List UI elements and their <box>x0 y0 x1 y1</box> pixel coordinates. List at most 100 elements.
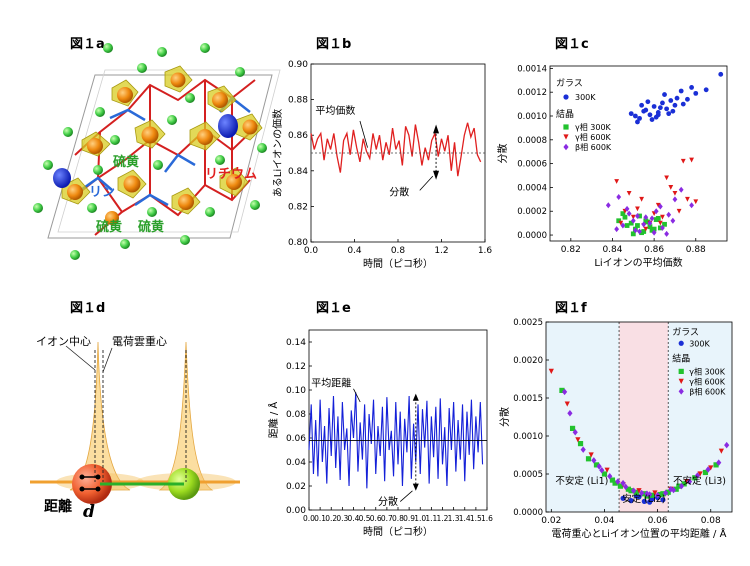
y-axis-label: 距離 / Å <box>267 402 280 439</box>
data-point <box>601 471 608 477</box>
x-tick-label: 0.0 <box>304 246 319 256</box>
data-point <box>657 105 663 111</box>
annotation-variance: 分散 <box>378 495 398 508</box>
data-point <box>693 199 699 205</box>
data-point <box>572 428 578 436</box>
data-point <box>676 483 682 489</box>
data-point <box>689 202 694 209</box>
region-band <box>668 322 732 512</box>
data-point <box>705 466 711 473</box>
data-point <box>693 90 699 96</box>
data-point <box>591 457 597 464</box>
data-point <box>649 492 655 498</box>
y-axis-label: 分散 <box>496 144 509 164</box>
variance-arrow-up <box>412 393 419 401</box>
x-tick-label: 0.7 <box>381 514 393 523</box>
data-point <box>605 202 611 209</box>
y-tick-label: 0.0005 <box>513 470 543 480</box>
region-label: 安定 (Li2) <box>622 493 665 505</box>
data-point <box>647 220 653 227</box>
data-point <box>620 211 626 217</box>
data-point <box>692 475 698 481</box>
data-point <box>580 446 586 453</box>
x-tick-label: 0.82 <box>561 245 581 255</box>
data-point <box>652 490 658 496</box>
data-point <box>641 498 647 504</box>
legend-label: β相 600K <box>575 142 612 152</box>
data-point <box>664 230 670 237</box>
data-point <box>678 88 684 94</box>
data-point <box>660 214 665 220</box>
data-point <box>559 387 565 393</box>
region-band <box>546 322 620 512</box>
x-tick-label: 0.9 <box>403 514 415 523</box>
y-tick-label: 0.0006 <box>517 160 547 170</box>
region-band <box>619 322 669 512</box>
label-lithium: リチウム <box>205 167 258 182</box>
data-point <box>681 481 687 487</box>
data-point <box>604 467 610 473</box>
panel-a-title: 図１a <box>70 37 105 52</box>
data-point <box>637 228 642 235</box>
data-point <box>649 117 655 122</box>
data-point <box>655 112 661 118</box>
data-point <box>612 480 618 486</box>
x-tick-label: 0.4 <box>348 514 360 523</box>
data-point <box>672 102 678 108</box>
data-point <box>724 441 730 449</box>
data-point <box>643 218 649 224</box>
legend-label: 300K <box>575 93 596 102</box>
x-axis-label: 時間（ピコ秒） <box>363 257 433 270</box>
data-point <box>662 221 667 227</box>
plot-frame <box>549 65 728 242</box>
x-tick-label: 0.2 <box>325 514 337 523</box>
legend-marker <box>678 388 684 395</box>
region-label: 不安定 (Li1) <box>555 475 608 487</box>
x-tick-label: 0.06 <box>648 516 668 526</box>
y-tick-label: 0.0015 <box>513 394 543 404</box>
y-tick-label: 0.02 <box>286 482 306 492</box>
data-point <box>641 221 647 228</box>
annotation-variance-pointer <box>419 175 434 191</box>
y-tick-label: 0.0025 <box>513 318 543 328</box>
data-point <box>657 220 663 226</box>
y-tick-label: 0.0002 <box>517 207 547 217</box>
legend-label: 300K <box>689 339 710 348</box>
label-phosphorus: リン <box>89 185 116 200</box>
panel-c-title: 図１c <box>555 37 589 52</box>
x-tick-label: 0.02 <box>541 516 561 526</box>
y-tick-label: 0.82 <box>288 202 308 212</box>
x-tick-label: 0.1 <box>314 514 326 523</box>
x-tick-label: 1.2 <box>434 246 448 256</box>
data-point <box>694 472 701 479</box>
x-axis-label: 電荷重心とLiイオン位置の平均距離 / Å <box>552 527 727 540</box>
x-tick-label: 1.5 <box>470 514 482 523</box>
data-point <box>630 231 636 237</box>
data-point <box>657 491 663 498</box>
annotation-mean-pointer <box>353 388 361 403</box>
data-point <box>660 491 666 497</box>
data-point <box>635 213 640 219</box>
data-point <box>615 478 621 485</box>
y-tick-label: 0.06 <box>286 434 306 444</box>
data-point <box>620 495 626 501</box>
data-point <box>649 215 655 222</box>
data-point <box>575 437 581 443</box>
data-point <box>620 479 626 487</box>
data-point <box>662 92 667 97</box>
data-point <box>668 185 674 190</box>
data-point <box>639 102 645 108</box>
data-point <box>626 210 632 217</box>
data-point <box>662 489 669 497</box>
x-tick-label: 1.6 <box>481 514 493 523</box>
data-point <box>599 466 605 474</box>
x-tick-label: 1.0 <box>414 514 426 523</box>
legend-crystal-header: 結晶 <box>556 108 574 120</box>
data-point <box>624 205 630 212</box>
variance-arrow-down <box>412 483 419 491</box>
x-tick-label: 0.6 <box>370 514 382 523</box>
data-point <box>660 100 665 106</box>
data-point <box>685 196 690 202</box>
data-point <box>631 487 637 494</box>
